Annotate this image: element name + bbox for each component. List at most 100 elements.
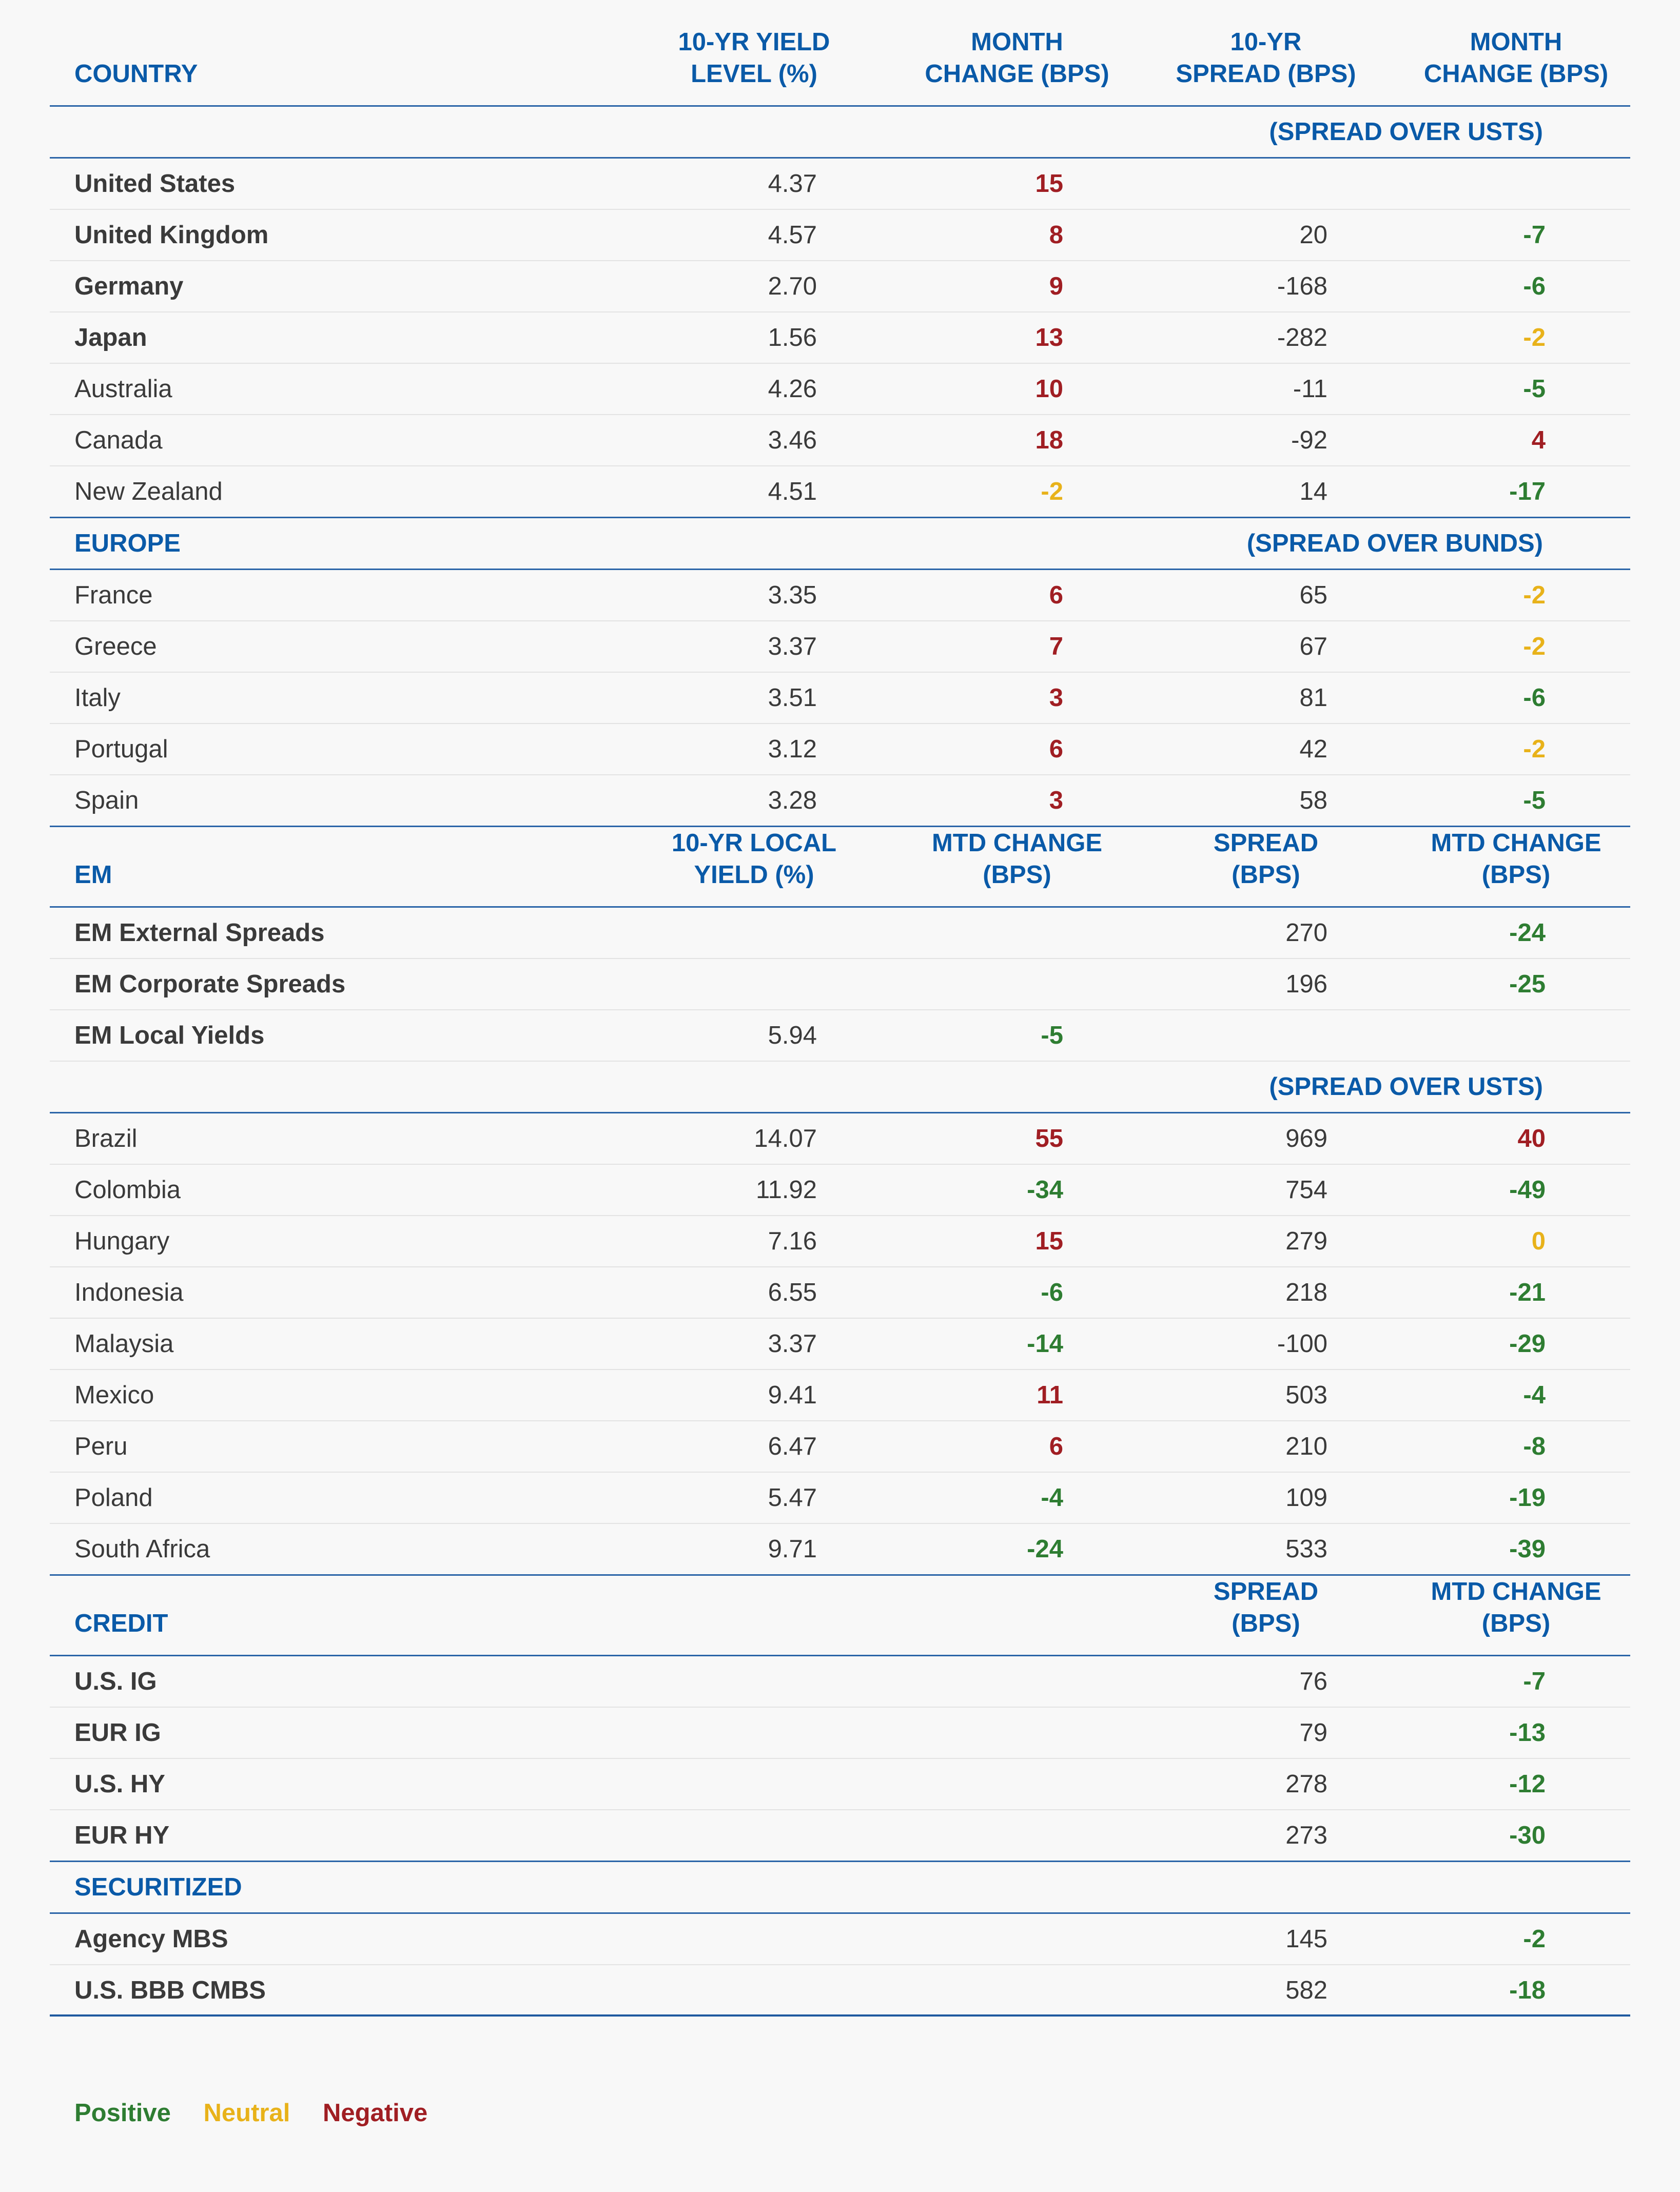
spread-change-value: -21 [1412,1267,1630,1319]
yield-change-value: -14 [909,1318,1156,1370]
spread-value: 582 [1285,1976,1327,2004]
spread-value: 503 [1156,1369,1412,1421]
yield-value: 3.35 [655,569,909,621]
empty-cell [909,1655,1156,1708]
table-row: New Zealand 4.51 -2 14 -17 [50,466,1630,518]
yield-change-value: 11 [909,1369,1156,1421]
subheader-em-usts-label [50,1061,655,1113]
spread-value: 273 [1285,1822,1327,1849]
table-row: Malaysia 3.37 -14 -100 -29 [50,1318,1630,1370]
spread-value: 79 [1156,1707,1412,1759]
table-row: EM Corporate Spreads 196 -25 [50,958,1630,1010]
subheader-europe-label: EUROPE [50,517,655,570]
table-row: EM External Spreads 270 -24 [50,907,1630,959]
table-row: Poland 5.47 -4 109 -19 [50,1472,1630,1524]
yield-value: 7.16 [655,1216,909,1267]
table-row: United States 4.37 15 [50,158,1630,210]
table-row: South Africa 9.71 -24 533 -39 [50,1523,1630,1575]
yield-change-value: 10 [909,363,1156,415]
subheader-europe: EUROPE (SPREAD OVER BUNDS) [50,517,1630,570]
spread-change-value: -30 [1509,1822,1546,1849]
yield-value: 4.57 [655,209,909,261]
yield-change-value: -5 [909,1010,1156,1062]
spread-value: -100 [1156,1318,1412,1370]
table-row: Canada 3.46 18 -92 4 [50,415,1630,466]
row-name: Indonesia [50,1267,655,1319]
spread-value: 533 [1285,1535,1327,1563]
yield-change-value: 6 [909,723,1156,775]
table-row: EUR IG 79 -13 [50,1707,1630,1759]
subheader-em-usts: (SPREAD OVER USTS) [50,1061,1630,1113]
em-header-row-change: MTD CHANGE (BPS) [909,826,1156,908]
yield-change-value: -4 [909,1472,1156,1524]
table-row: France 3.35 6 65 -2 [50,569,1630,621]
row-name: United Kingdom [50,209,655,261]
yield-value: 9.71 [768,1535,817,1563]
yield-value: 6.55 [655,1267,909,1319]
row-name: Germany [50,261,655,312]
table-row: Portugal 3.12 6 42 -2 [50,723,1630,775]
spread-value [1156,1010,1412,1062]
table-row: Agency MBS 145 -2 [50,1913,1630,1965]
empty-cell [909,1913,1156,1965]
legend-positive: Positive [74,2099,171,2127]
spread-change-value: -8 [1412,1421,1630,1473]
spread-value: -168 [1156,261,1412,312]
yield-change-value: -24 [1027,1535,1063,1563]
yield-value: 9.41 [655,1369,909,1421]
table-row: U.S. BBB CMBS 582 -18 [50,1965,1630,2015]
spread-change-value: -49 [1412,1164,1630,1216]
spread-value: 270 [1156,907,1412,959]
spread-value [1156,158,1412,210]
row-name: Agency MBS [50,1913,655,1965]
spread-value: 67 [1156,621,1412,673]
yield-change-value: 8 [909,209,1156,261]
yield-change-value [909,907,1156,959]
market-table-container: COUNTRY 10-YR YIELD LEVEL (%) MONTH CHAN… [50,0,1630,2015]
table-row: U.S. HY 278 -12 [50,1758,1630,1810]
yield-change-value: -2 [1041,478,1063,505]
row-name: Australia [50,363,655,415]
empty-cell [909,1707,1156,1759]
row-name: EM Local Yields [50,1010,655,1062]
subheader-em-usts-spread-basis: (SPREAD OVER USTS) [655,1061,1630,1113]
yield-change-value: -34 [909,1164,1156,1216]
table-row: Spain 3.28 3 58 -5 [50,775,1630,827]
spread-value: 754 [1156,1164,1412,1216]
row-name: France [50,569,655,621]
yield-value: 5.47 [655,1472,909,1524]
table-row: Colombia 11.92 -34 754 -49 [50,1164,1630,1216]
row-name: EUR IG [50,1707,655,1759]
row-name: South Africa [74,1535,210,1563]
spread-change-value: -24 [1412,907,1630,959]
empty-cell [909,1965,1156,2015]
yield-change-value: 13 [909,312,1156,364]
empty-cell [909,1758,1156,1810]
row-name: Portugal [50,723,655,775]
em-header-row-spread-change: MTD CHANGE (BPS) [1412,826,1630,908]
spread-value: 145 [1156,1913,1412,1965]
yield-value: 14.07 [655,1112,909,1165]
table-row: Indonesia 6.55 -6 218 -21 [50,1267,1630,1319]
spread-value: 81 [1156,672,1412,724]
legend-negative: Negative [323,2099,428,2127]
spread-change-value: -17 [1509,478,1546,505]
yield-change-value [909,958,1156,1010]
row-name: EUR HY [74,1822,170,1849]
row-name: United States [50,158,655,210]
subheader-europe-spread-basis: (SPREAD OVER BUNDS) [655,517,1630,570]
subheader-usts-label [50,106,655,159]
em-header-row-yield: 10-YR LOCAL YIELD (%) [655,826,909,908]
subheader-securitized-label: SECURITIZED [50,1861,655,1914]
table-row: Germany 2.70 9 -168 -6 [50,261,1630,312]
spread-change-value: 0 [1412,1216,1630,1267]
spread-value: -92 [1156,415,1412,466]
header-spread-change: MONTH CHANGE (BPS) [1412,0,1630,107]
subheader-securitized-spread-basis [655,1861,1630,1914]
spread-change-value [1412,158,1630,210]
spread-change-value: 4 [1412,415,1630,466]
row-name: Mexico [50,1369,655,1421]
table-row: Hungary 7.16 15 279 0 [50,1216,1630,1267]
empty-cell [655,1655,909,1708]
spread-change-value: 40 [1412,1112,1630,1165]
